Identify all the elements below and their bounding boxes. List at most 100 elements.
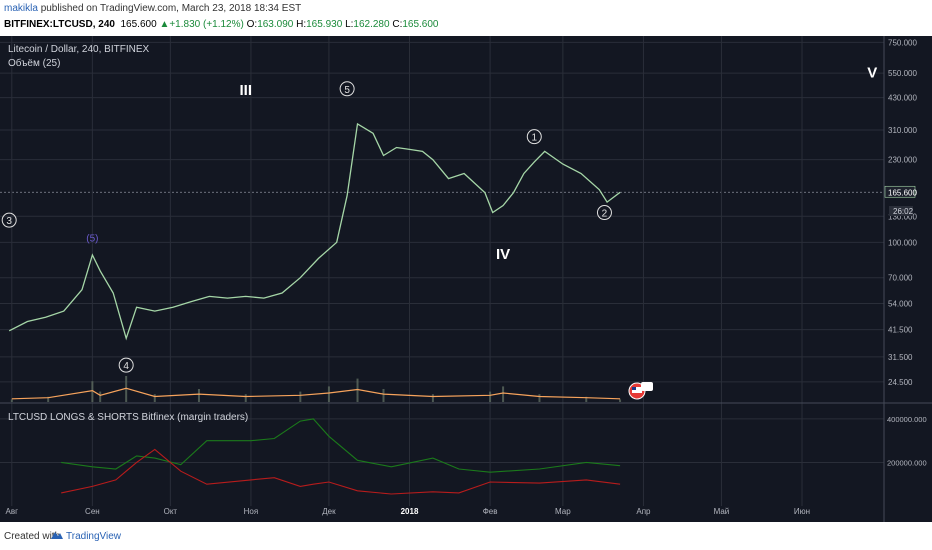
open-value: 163.090 [257, 19, 294, 30]
high-value: 165.930 [306, 19, 343, 30]
grid-lines [0, 36, 884, 506]
volume-bar [619, 399, 622, 402]
high-label: H: [296, 19, 307, 30]
indicator-tick-label: 400000.000 [887, 415, 927, 424]
wave-roman-label: IV [496, 246, 510, 263]
volume-ma-line [11, 387, 621, 400]
price-series [8, 122, 621, 341]
volume-bar [327, 386, 330, 402]
wave-label: 2 [602, 209, 608, 220]
wave-roman-label: V [867, 64, 877, 81]
price-tick-label: 100.000 [888, 238, 917, 247]
time-tick-label: Окт [164, 507, 178, 516]
volume-bar [382, 389, 385, 402]
published-text: published on TradingView.com, March 23, … [40, 3, 302, 14]
indicator-axis[interactable]: 400000.000 200000.000 [887, 415, 927, 468]
price-line [8, 122, 621, 341]
time-tick-label: 2018 [401, 507, 419, 516]
volume-bar [99, 391, 102, 402]
time-tick-label: Май [714, 507, 730, 516]
event-badge[interactable] [641, 382, 653, 391]
volume-bar [538, 394, 541, 402]
time-tick-label: Сен [85, 507, 100, 516]
time-tick-label: Июн [794, 507, 810, 516]
created-with-text: Created with [4, 531, 61, 542]
time-tick-label: Авг [6, 507, 19, 516]
price-tick-label: 130.000 [888, 212, 917, 221]
publish-info: makikla published on TradingView.com, Ma… [4, 3, 301, 14]
volume-bar [47, 396, 50, 402]
volume-bars [10, 376, 622, 402]
volume-bar [125, 376, 128, 402]
volume-bar [153, 394, 156, 402]
low-label: L: [345, 19, 354, 30]
price-tick-label: 310.000 [888, 126, 917, 135]
price-tick-label: 54.000 [888, 299, 913, 308]
price-tick-label: 230.000 [888, 156, 917, 165]
wave-circle [596, 205, 612, 221]
volume-bar [585, 396, 588, 402]
tradingview-brand-link[interactable]: TradingView [66, 531, 122, 542]
time-tick-label: Ноя [244, 507, 259, 516]
wave-circle [339, 81, 355, 97]
time-tick-label: Фев [483, 507, 498, 516]
last-price: 165.600 [120, 19, 157, 30]
volume-bar [489, 391, 492, 402]
wave-label: 1 [531, 133, 537, 144]
time-axis[interactable]: Авг Сен Окт Ноя Дек 2018 Фев Мар Апр Май Июн [6, 507, 811, 516]
volume-bar [502, 386, 505, 402]
longs-line [61, 418, 621, 473]
wave-label: 5 [344, 85, 350, 96]
main-pane-title[interactable]: Litecoin / Dollar, 240, BITFINEX [8, 44, 150, 55]
price-change: +1.830 (+1.12%) [169, 19, 244, 30]
volume-bar [356, 378, 359, 402]
price-tick-label: 41.500 [888, 326, 913, 335]
shorts-line [61, 448, 621, 495]
time-tick-label: Апр [636, 507, 651, 516]
ohlc-legend: BITFINEX:LTCUSD, 240 165.600 ▲+1.830 (+1… [4, 19, 439, 30]
tradingview-logo-icon [51, 532, 63, 539]
price-tick-label: 750.000 [888, 38, 917, 47]
volume-bar [10, 399, 13, 402]
symbol-label[interactable]: BITFINEX:LTCUSD, 240 [4, 19, 115, 30]
time-tick-label: Дек [322, 507, 336, 516]
price-tick-label: 430.000 [888, 94, 917, 103]
wave-label: 3 [6, 216, 12, 227]
close-value: 165.600 [402, 19, 439, 30]
chart-canvas[interactable]: 3 (5) 4 III 5 IV 1 2 V 750.000 550.000 430.000 310.… [0, 36, 932, 522]
wave-circle [1, 212, 17, 228]
change-up-icon: ▲ [159, 19, 170, 30]
time-tick-label: Мар [555, 507, 571, 516]
publish-header: makikla published on TradingView.com, Ma… [0, 0, 932, 36]
wave-roman-label: III [239, 82, 252, 99]
footer: Created with TradingView [0, 522, 932, 550]
author-link[interactable]: makikla [4, 3, 38, 14]
countdown-label: 26:02 [893, 207, 914, 216]
volume-bar [91, 381, 94, 402]
countdown-box [889, 206, 913, 216]
wave-annotations: 3 (5) 4 III 5 IV 1 2 V [1, 64, 877, 373]
subwave-label: (5) [86, 233, 98, 244]
price-tick-label: 24.500 [888, 378, 913, 387]
chart-background [0, 36, 932, 522]
indicator-tick-label: 200000.000 [887, 458, 927, 467]
current-price-label: 165.600 [888, 188, 917, 197]
price-tick-label: 550.000 [888, 69, 917, 78]
price-axis[interactable]: 750.000 550.000 430.000 310.000 230.000 165.6… [888, 38, 917, 386]
price-tick-label: 31.500 [888, 353, 913, 362]
open-label: O: [246, 19, 258, 30]
indicator-lines [61, 418, 621, 495]
volume-bar [197, 389, 200, 402]
price-tick-label: 70.000 [888, 274, 913, 283]
indicator-pane-title[interactable]: LTCUSD LONGS & SHORTS Bitfinex (margin t… [8, 412, 249, 423]
volume-bar [431, 394, 434, 402]
volume-pane-title[interactable]: Объём (25) [8, 58, 61, 69]
current-price-marker [884, 185, 916, 198]
volume-bar [244, 394, 247, 402]
volume-bar [299, 391, 302, 402]
wave-label: 4 [123, 361, 129, 372]
close-label: C: [392, 19, 403, 30]
wave-circle [526, 129, 542, 145]
wave-circle [118, 357, 134, 373]
low-value: 162.280 [353, 19, 390, 30]
